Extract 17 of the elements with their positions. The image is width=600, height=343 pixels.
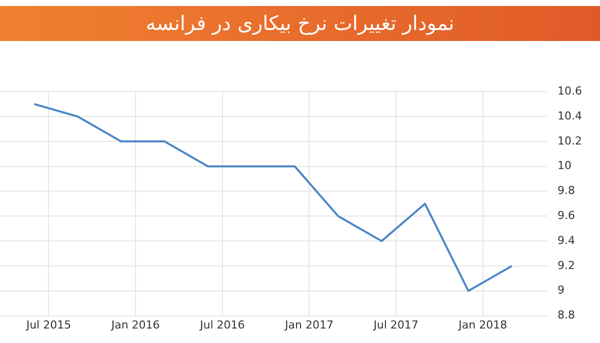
y-tick-label: 9.2: [558, 258, 576, 272]
y-tick-label: 8.8: [558, 308, 576, 322]
x-tick-label: Jul 2016: [198, 318, 245, 332]
x-tick-label: Jan 2018: [458, 318, 508, 332]
y-tick-label: 9: [558, 284, 565, 297]
y-tick-label: 9.8: [558, 184, 576, 198]
y-tick-label: 10.4: [558, 109, 582, 122]
y-tick-label: 10.6: [558, 84, 582, 98]
y-tick-label: 9.6: [558, 209, 576, 222]
chart-title: نمودار تغییرات نرخ بیکاری در فرانسه: [0, 6, 600, 41]
x-tick-label: Jul 2017: [372, 318, 418, 332]
x-tick-label: Jul 2015: [25, 318, 72, 332]
x-tick-label: Jan 2017: [284, 318, 334, 332]
y-tick-label: 10: [558, 159, 572, 172]
y-tick-label: 9.4: [558, 234, 576, 247]
y-tick-label: 10.2: [558, 134, 582, 148]
x-tick-label: Jan 2016: [110, 318, 160, 332]
